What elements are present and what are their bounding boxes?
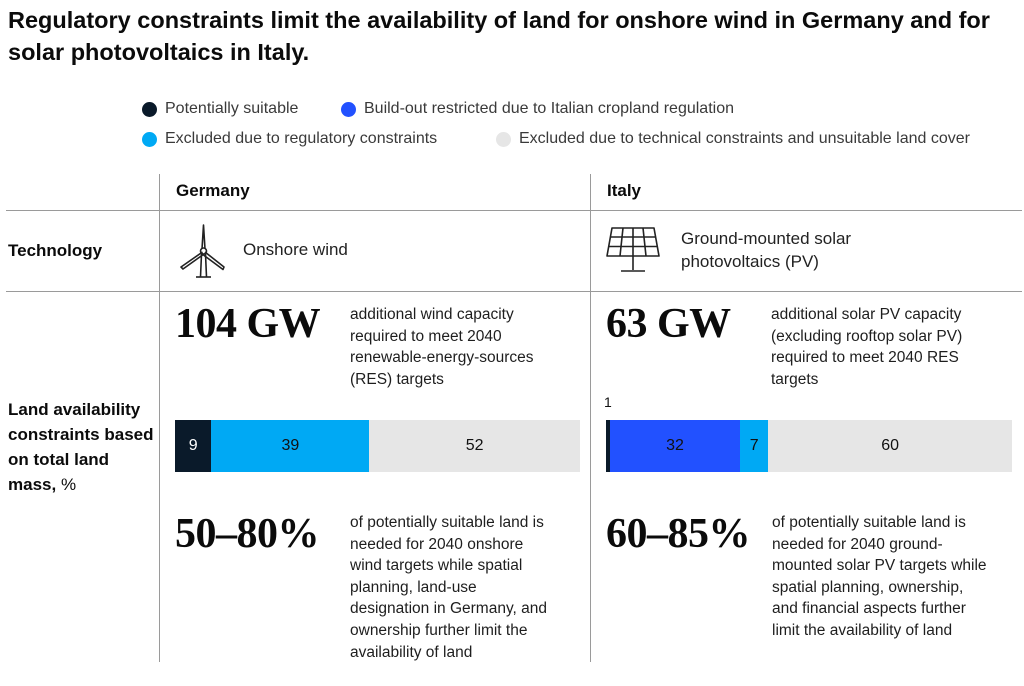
- germany-technology-label: Onshore wind: [243, 240, 348, 259]
- italy-land-bar: 32 7 60: [606, 420, 1012, 472]
- legend-label: Build-out restricted due to Italian crop…: [364, 100, 734, 117]
- desc-line: required to meet 2040 RES: [771, 349, 959, 367]
- legend-swatch: [496, 131, 511, 147]
- desc-line: designation in Germany, and: [350, 600, 548, 618]
- legend-swatch: [142, 101, 157, 117]
- page-title: Regulatory constraints limit the availab…: [8, 7, 990, 65]
- legend-item-potentially-suitable: Potentially suitable: [142, 100, 298, 118]
- desc-line: of potentially suitable land is: [772, 514, 966, 531]
- germany-share-value: 50–80%: [175, 511, 320, 557]
- desc-line: availability of land: [350, 643, 473, 661]
- desc-line: planning, land-use: [350, 578, 477, 596]
- column-header-italy: Italy: [607, 181, 642, 200]
- desc-line: renewable-energy-sources: [350, 349, 534, 367]
- row-header-land-unit: %: [60, 475, 77, 494]
- row-divider: [6, 291, 1022, 292]
- germany-land-bar: 9 39 52: [175, 420, 580, 472]
- bar-segment-excluded-due-to-technical-constraints-and-unsuitable-land-cover: 52: [369, 420, 580, 472]
- column-header-germany: Germany: [176, 181, 250, 200]
- bar-segment-excluded-due-to-technical-constraints-and-unsuitable-land-cover: 60: [768, 420, 1012, 472]
- italy-share-value: 60–85%: [606, 511, 751, 557]
- desc-line: targets: [771, 370, 819, 388]
- legend-swatch: [341, 101, 356, 117]
- legend-item-technical-excluded: Excluded due to technical constraints an…: [496, 130, 970, 148]
- germany-capacity-description: additional wind capacity required to mee…: [350, 304, 534, 390]
- column-divider-left: [159, 174, 160, 662]
- bar-segment-potentially-suitable: 9: [175, 420, 212, 472]
- italy-technology-label-line: Ground-mounted solar: [681, 229, 852, 248]
- bar-value-label: 60: [881, 437, 900, 454]
- desc-line: ownership further limit the: [350, 621, 528, 639]
- desc-line: additional wind capacity: [350, 306, 514, 323]
- germany-share-description: of potentially suitable land is needed f…: [350, 512, 547, 663]
- row-header-land-availability: Land availability constraints based on t…: [8, 397, 158, 497]
- desc-line: (excluding rooftop solar PV): [771, 327, 963, 345]
- italy-capacity-value: 63 GW: [606, 301, 731, 347]
- header-divider: [6, 210, 1022, 211]
- bar-segment-excluded-due-to-regulatory-constraints: 39: [211, 420, 370, 472]
- desc-line: of potentially suitable land is: [350, 514, 544, 531]
- italy-potentially-suitable-label: 1: [604, 394, 612, 410]
- bar-value-label: 52: [465, 437, 484, 454]
- desc-line: additional solar PV capacity: [771, 306, 962, 323]
- bar-segment-excluded-due-to-regulatory-constraints: 7: [739, 420, 769, 472]
- row-header-land-text: Land availability constraints based on t…: [8, 400, 154, 494]
- column-divider-middle: [590, 174, 591, 662]
- desc-line: needed for 2040 ground-: [772, 535, 943, 553]
- italy-share-description: of potentially suitable land is needed f…: [772, 512, 987, 642]
- legend-item-cropland-restricted: Build-out restricted due to Italian crop…: [341, 100, 734, 118]
- legend-label: Potentially suitable: [165, 100, 299, 117]
- italy-capacity-description: additional solar PV capacity (excluding …: [771, 304, 962, 390]
- bar-value-label: 9: [188, 437, 198, 454]
- bar-segment-potentially-suitable: [606, 420, 611, 472]
- bar-value-label: 32: [666, 437, 684, 454]
- bar-value-label: 39: [281, 437, 300, 454]
- bar-segment-build-out-restricted-due-to-italian-cropland-regulation: 32: [610, 420, 740, 472]
- desc-line: wind targets while spatial: [350, 557, 523, 575]
- desc-line: spatial planning, ownership,: [772, 578, 964, 596]
- bar-value-label: 7: [749, 437, 759, 454]
- desc-line: limit the availability of land: [772, 621, 953, 639]
- legend-item-regulatory-excluded: Excluded due to regulatory constraints: [142, 130, 437, 148]
- desc-line: mounted solar PV targets while: [772, 557, 987, 575]
- germany-capacity-value: 104 GW: [175, 301, 321, 347]
- legend-label: Excluded due to technical constraints an…: [519, 130, 970, 147]
- desc-line: and financial aspects further: [772, 600, 966, 618]
- desc-line: (RES) targets: [350, 370, 444, 388]
- desc-line: needed for 2040 onshore: [350, 535, 524, 553]
- desc-line: required to meet 2040: [350, 327, 502, 345]
- italy-technology-label-line: photovoltaics (PV): [681, 252, 819, 271]
- row-header-technology: Technology: [8, 241, 103, 260]
- legend-swatch: [142, 131, 157, 147]
- wind-turbine-icon: [174, 219, 230, 281]
- solar-panel-icon: [604, 222, 662, 276]
- italy-technology-label: Ground-mounted solar photovoltaics (PV): [681, 227, 851, 273]
- legend-label: Excluded due to regulatory constraints: [165, 130, 438, 147]
